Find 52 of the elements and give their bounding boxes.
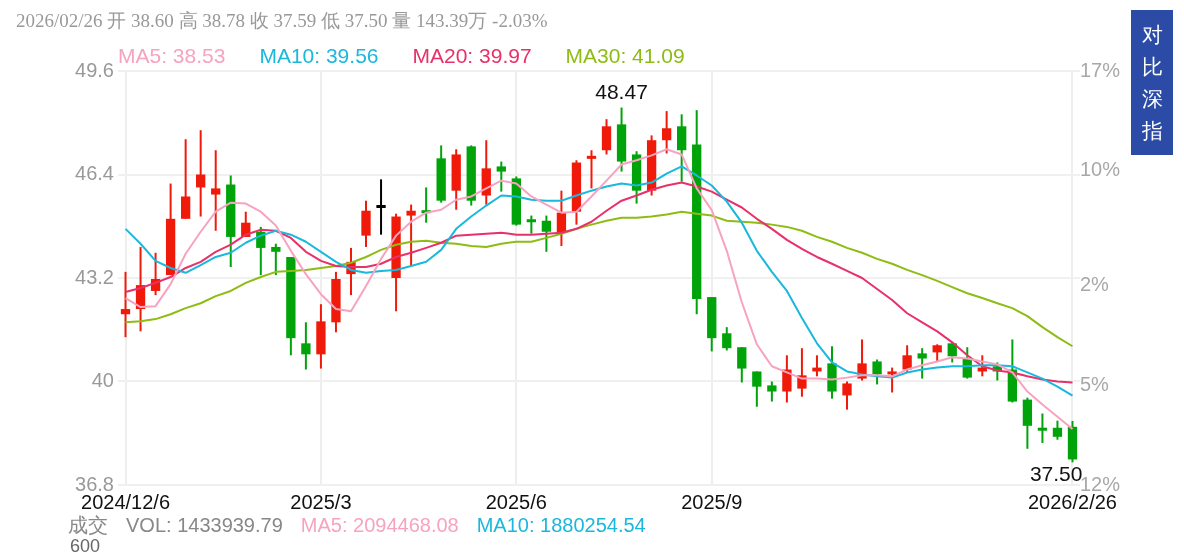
text: 对比深指	[1141, 21, 1163, 144]
text: MA10: 39.56	[259, 44, 379, 67]
text: MA10: 1880254.54	[476, 514, 646, 536]
annotation: 48.47	[595, 79, 648, 103]
chart-title: 2026/02/26 开 38.60 高 38.78 收 37.59 低 37.50 量 143.39万 -2.03%	[16, 9, 548, 33]
x-tick-label: 2025/6	[485, 490, 547, 513]
x-tick-label: 2025/3	[290, 490, 352, 513]
candlestick	[406, 203, 416, 268]
candlestick	[541, 214, 552, 253]
text: MA30: 41.09	[565, 44, 685, 67]
candlestick	[1037, 412, 1048, 444]
candlestick	[677, 113, 687, 183]
candlestick	[887, 366, 897, 394]
candlestick	[601, 118, 612, 156]
candlestick	[586, 149, 597, 190]
candlestick	[661, 110, 672, 155]
candlestick	[917, 347, 927, 380]
text: 600	[70, 536, 101, 557]
candlestick	[902, 344, 912, 374]
text: 成交	[68, 514, 108, 536]
candlestick	[767, 380, 777, 403]
candlestick	[180, 138, 191, 220]
candlestick	[376, 178, 386, 236]
candlestick	[842, 380, 852, 411]
text: VOL: 1433939.79	[126, 514, 283, 536]
candlestick	[496, 160, 506, 193]
candlestick	[301, 321, 311, 371]
annotation: 37.50	[1029, 461, 1083, 485]
x-tick-label: 2025/9	[681, 490, 743, 513]
y-tick-label: 46.4	[75, 162, 114, 185]
candlestick	[722, 326, 732, 352]
y-tick-label: 40	[91, 369, 114, 392]
y-tick-label: 43.2	[75, 265, 114, 288]
text: MA5: 2094468.08	[300, 514, 459, 536]
candlestick	[752, 370, 762, 408]
text: MA20: 39.97	[412, 44, 532, 67]
y2-tick-label: 2%	[1080, 272, 1110, 295]
candlestick	[782, 354, 792, 404]
candlestick	[271, 242, 281, 277]
x-tick-label: 2026/2/26	[1027, 490, 1117, 513]
y2-tick-label: 17%	[1080, 58, 1121, 81]
candlestick	[737, 346, 747, 384]
y2-tick-label: 5%	[1080, 372, 1110, 395]
candlestick	[1052, 419, 1063, 441]
y2-tick-label: 10%	[1080, 158, 1121, 181]
candlestick	[526, 214, 537, 235]
candlestick	[120, 270, 131, 339]
candlestick	[872, 358, 882, 386]
candlestick	[211, 149, 221, 232]
text: MA5: 38.53	[118, 44, 226, 67]
candlestick	[797, 347, 807, 398]
y-tick-label: 49.6	[75, 58, 114, 81]
